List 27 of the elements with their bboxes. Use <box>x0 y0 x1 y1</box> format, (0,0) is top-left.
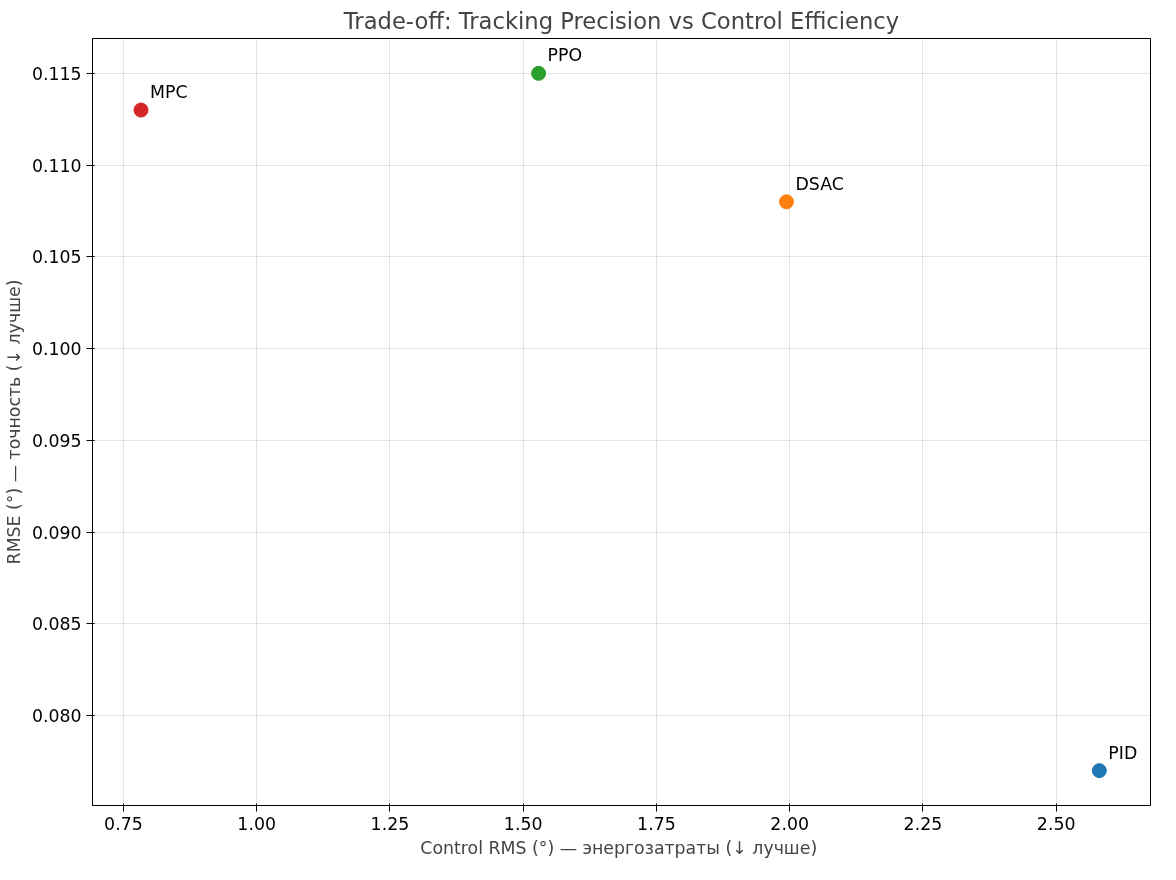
point <box>1091 763 1107 779</box>
x-tick-label: 2.50 <box>1036 813 1076 834</box>
y-tick-label: 0.115 <box>31 63 82 84</box>
x-tick-label: 1.50 <box>503 813 543 834</box>
x-tick-label: 2.00 <box>770 813 809 834</box>
point <box>531 65 547 81</box>
y-tick-label: 0.100 <box>31 339 82 360</box>
chart-title: Trade-off: Tracking Precision vs Control Efficiency <box>342 7 900 34</box>
x-tick-label: 1.75 <box>637 813 676 834</box>
series-label: DSAC <box>795 173 844 194</box>
x-tick-label: 0.75 <box>104 813 143 834</box>
series-label: PID <box>1108 742 1138 763</box>
y-axis-title: RMSE (°) — точность (↓ лучше) <box>3 279 24 565</box>
y-tick-label: 0.090 <box>31 522 82 543</box>
point <box>778 194 794 210</box>
x-tick-label: 2.25 <box>903 813 943 834</box>
y-tick-label: 0.085 <box>31 614 82 635</box>
x-axis-title: Control RMS (°) — энергозатраты (↓ лучше) <box>420 837 818 858</box>
x-tick-label: 1.00 <box>237 813 276 834</box>
y-tick-label: 0.080 <box>31 706 82 727</box>
y-tick-label: 0.110 <box>31 155 82 176</box>
series-label: PPO <box>547 45 583 66</box>
x-tick-label: 1.25 <box>370 813 410 834</box>
y-tick-label: 0.095 <box>31 430 82 451</box>
y-tick-label: 0.105 <box>31 247 82 268</box>
point <box>133 102 149 118</box>
series-label: MPC <box>150 82 188 103</box>
